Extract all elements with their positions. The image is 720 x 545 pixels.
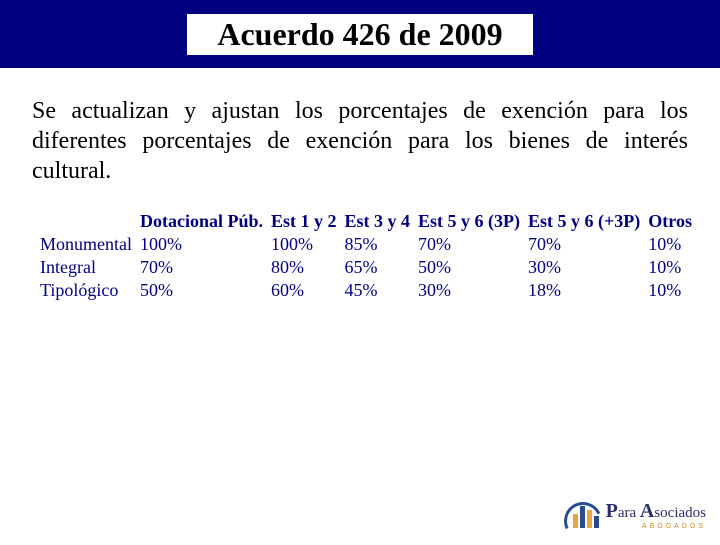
cell: 70% bbox=[136, 256, 267, 279]
table-row: Integral 70% 80% 65% 50% 30% 10% bbox=[36, 256, 696, 279]
header-band: Acuerdo 426 de 2009 bbox=[0, 0, 720, 68]
cell: 30% bbox=[524, 256, 644, 279]
logo-icon bbox=[564, 496, 602, 530]
table-header-row: Dotacional Púb. Est 1 y 2 Est 3 y 4 Est … bbox=[36, 210, 696, 233]
row-label: Integral bbox=[36, 256, 136, 279]
exemption-table: Dotacional Púb. Est 1 y 2 Est 3 y 4 Est … bbox=[36, 210, 696, 302]
cell: 65% bbox=[341, 256, 415, 279]
cell: 50% bbox=[414, 256, 524, 279]
cell: 100% bbox=[267, 233, 341, 256]
col-header: Est 5 y 6 (3P) bbox=[414, 210, 524, 233]
col-header: Est 3 y 4 bbox=[341, 210, 415, 233]
col-header bbox=[36, 210, 136, 233]
cell: 80% bbox=[267, 256, 341, 279]
page-title: Acuerdo 426 de 2009 bbox=[217, 16, 502, 52]
logo-cap: P bbox=[606, 500, 618, 522]
col-header: Otros bbox=[644, 210, 696, 233]
col-header: Est 5 y 6 (+3P) bbox=[524, 210, 644, 233]
cell: 70% bbox=[414, 233, 524, 256]
cell: 10% bbox=[644, 233, 696, 256]
logo-word: sociados bbox=[654, 505, 706, 521]
cell: 85% bbox=[341, 233, 415, 256]
cell: 10% bbox=[644, 256, 696, 279]
cell: 30% bbox=[414, 279, 524, 302]
row-label: Tipológico bbox=[36, 279, 136, 302]
logo-text: Para Asociados ABOGADOS bbox=[606, 501, 706, 530]
title-container: Acuerdo 426 de 2009 bbox=[187, 14, 532, 55]
table-row: Monumental 100% 100% 85% 70% 70% 10% bbox=[36, 233, 696, 256]
col-header: Est 1 y 2 bbox=[267, 210, 341, 233]
cell: 70% bbox=[524, 233, 644, 256]
cell: 45% bbox=[341, 279, 415, 302]
row-label: Monumental bbox=[36, 233, 136, 256]
cell: 10% bbox=[644, 279, 696, 302]
logo-name: Para Asociados bbox=[606, 501, 706, 521]
cell: 50% bbox=[136, 279, 267, 302]
cell: 100% bbox=[136, 233, 267, 256]
exemption-table-container: Dotacional Púb. Est 1 y 2 Est 3 y 4 Est … bbox=[0, 202, 720, 302]
col-header: Dotacional Púb. bbox=[136, 210, 267, 233]
footer-logo: Para Asociados ABOGADOS bbox=[564, 496, 706, 530]
logo-subtitle: ABOGADOS bbox=[606, 523, 706, 530]
cell: 18% bbox=[524, 279, 644, 302]
logo-word: ara bbox=[618, 505, 636, 521]
logo-cap: A bbox=[640, 500, 654, 522]
body-paragraph: Se actualizan y ajustan los porcentajes … bbox=[0, 68, 720, 202]
cell: 60% bbox=[267, 279, 341, 302]
table-row: Tipológico 50% 60% 45% 30% 18% 10% bbox=[36, 279, 696, 302]
